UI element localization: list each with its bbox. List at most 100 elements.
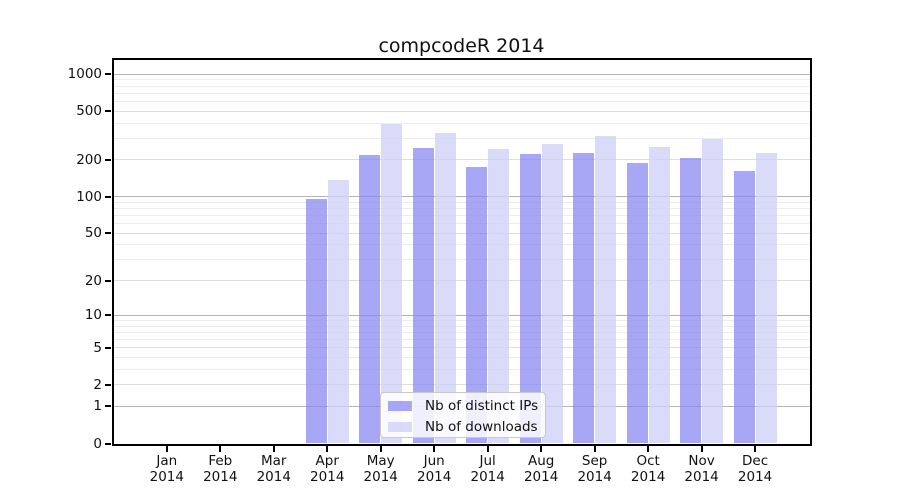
x-tick-label: Aug 2014 — [523, 452, 559, 486]
x-tick-mark — [700, 445, 703, 452]
y-tick-mark — [105, 405, 111, 408]
legend-item-distinct-ips: Nb of distinct IPs — [381, 398, 545, 414]
plot-canvas — [113, 60, 810, 444]
legend-swatch-distinct-ips-icon — [388, 401, 412, 411]
x-tick-label: Feb 2014 — [203, 452, 238, 486]
y-tick-label: 100 — [76, 188, 102, 205]
legend-label: Nb of downloads — [425, 419, 538, 435]
y-tick-label: 500 — [76, 103, 102, 120]
y-tick-label: 1 — [93, 398, 102, 415]
bar-downloads — [755, 153, 777, 444]
bar-distinct-ips — [412, 148, 434, 444]
grid-line-minor — [113, 338, 810, 340]
bar-distinct-ips — [573, 153, 595, 444]
grid-line-minor — [113, 319, 810, 321]
x-tick-mark — [326, 445, 329, 452]
bar-downloads — [541, 144, 563, 444]
bar-downloads — [381, 123, 403, 444]
bar-downloads — [595, 135, 617, 444]
grid-line-major — [113, 232, 810, 234]
grid-line-minor — [113, 208, 810, 210]
bar-distinct-ips — [519, 154, 541, 444]
y-tick-mark — [105, 314, 111, 317]
bar-downloads — [648, 147, 670, 444]
grid-line-minor — [113, 92, 810, 94]
y-tick-mark — [105, 73, 111, 76]
x-tick-label: Mar 2014 — [256, 452, 291, 486]
y-tick-mark — [105, 346, 111, 349]
grid-line-major — [113, 110, 810, 112]
y-tick-label: 50 — [84, 225, 102, 242]
x-tick-label: Jun 2014 — [417, 452, 452, 486]
y-tick-label: 200 — [76, 151, 102, 168]
grid-line-minor — [113, 137, 810, 139]
grid-line-minor — [113, 201, 810, 203]
x-tick-mark — [165, 445, 168, 452]
grid-line-minor — [113, 259, 810, 261]
y-tick-mark — [105, 195, 111, 198]
x-tick-label: May 2014 — [363, 452, 398, 486]
x-tick-mark — [379, 445, 382, 452]
grid-line-minor — [113, 223, 810, 225]
x-tick-label: Oct 2014 — [630, 452, 666, 486]
grid-line-major — [113, 280, 810, 282]
x-tick-mark — [540, 445, 543, 452]
x-tick-label: Sep 2014 — [577, 452, 612, 486]
bar-distinct-ips — [733, 171, 755, 444]
legend-item-downloads: Nb of downloads — [381, 419, 545, 435]
bar-distinct-ips — [680, 158, 702, 444]
bar-distinct-ips — [626, 162, 648, 444]
bar-downloads — [702, 139, 724, 444]
grid-line-minor — [113, 122, 810, 124]
grid-line-major — [113, 384, 810, 386]
grid-line-decade — [113, 196, 810, 198]
legend-swatch-downloads-icon — [388, 422, 412, 432]
y-tick-mark — [105, 442, 111, 445]
x-tick-mark — [219, 445, 222, 452]
grid-line-major — [113, 159, 810, 161]
y-tick-mark — [105, 158, 111, 161]
legend: Nb of distinct IPs Nb of downloads — [380, 392, 546, 438]
grid-line-major — [113, 347, 810, 349]
y-tick-mark — [105, 383, 111, 386]
grid-line-minor — [113, 244, 810, 246]
y-tick-mark — [105, 110, 111, 113]
grid-line-minor — [113, 368, 810, 370]
plot-area — [111, 57, 812, 446]
x-tick-label: Jul 2014 — [470, 452, 505, 486]
bar-distinct-ips — [466, 167, 488, 444]
x-tick-mark — [272, 445, 275, 452]
grid-line-minor — [113, 325, 810, 327]
bar-distinct-ips — [305, 198, 327, 444]
x-tick-label: Apr 2014 — [310, 452, 345, 486]
y-tick-label: 2 — [93, 376, 102, 393]
x-tick-mark — [647, 445, 650, 452]
grid-line-minor — [113, 331, 810, 333]
y-tick-label: 10 — [84, 307, 102, 324]
y-tick-mark — [105, 232, 111, 235]
grid-line-minor — [113, 79, 810, 81]
bar-downloads — [327, 180, 349, 444]
x-tick-label: Dec 2014 — [737, 452, 773, 486]
grid-line-minor — [113, 100, 810, 102]
y-tick-label: 20 — [84, 272, 102, 289]
x-tick-label: Jan 2014 — [149, 452, 184, 486]
x-tick-mark — [593, 445, 596, 452]
grid-line-minor — [113, 215, 810, 217]
grid-line-decade — [113, 314, 810, 316]
legend-label: Nb of distinct IPs — [425, 398, 539, 414]
x-tick-mark — [433, 445, 436, 452]
grid-line-decade — [113, 73, 810, 75]
bar-downloads — [434, 132, 456, 444]
chart-title: compcodeR 2014 — [378, 35, 545, 57]
grid-line-minor — [113, 85, 810, 87]
bar-distinct-ips — [359, 154, 381, 444]
y-tick-label: 0 — [93, 435, 102, 452]
x-tick-mark — [754, 445, 757, 452]
y-tick-label: 1000 — [67, 66, 102, 83]
grid-line-minor — [113, 356, 810, 358]
y-tick-mark — [105, 279, 111, 282]
x-tick-label: Nov 2014 — [684, 452, 719, 486]
bar-downloads — [488, 148, 510, 444]
